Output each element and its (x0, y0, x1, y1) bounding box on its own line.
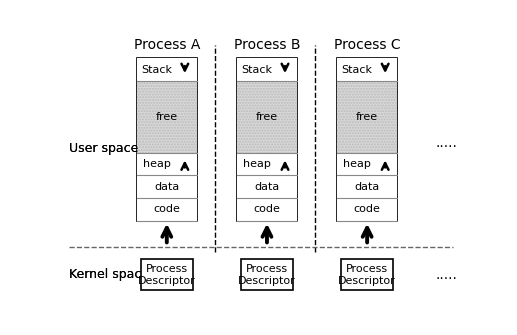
Bar (237, 58, 297, 221)
Bar (136, 81, 197, 152)
Text: Stack: Stack (342, 65, 373, 75)
Bar (337, 198, 397, 221)
Bar (141, 259, 193, 290)
Bar (337, 58, 397, 221)
Bar (341, 259, 393, 290)
Bar (337, 81, 397, 152)
Text: Process
Descriptor: Process Descriptor (138, 264, 195, 286)
Text: data: data (154, 182, 179, 192)
Text: .....: ..... (435, 268, 457, 282)
Text: heap: heap (343, 159, 371, 169)
Bar (237, 175, 297, 198)
Bar (136, 175, 197, 198)
Bar (136, 152, 197, 175)
Text: User space: User space (69, 142, 138, 155)
Bar (237, 81, 297, 152)
Bar (237, 152, 297, 175)
Bar (237, 198, 297, 221)
Text: Process A: Process A (133, 38, 200, 52)
Bar (241, 259, 293, 290)
Text: Process B: Process B (234, 38, 300, 52)
Bar (136, 81, 197, 152)
Bar (337, 152, 397, 175)
Text: Stack: Stack (141, 65, 172, 75)
Text: code: code (154, 204, 180, 214)
Text: Process C: Process C (334, 38, 401, 52)
Bar (337, 175, 397, 198)
Text: code: code (354, 204, 381, 214)
Text: Kernel space: Kernel space (69, 268, 149, 281)
Text: Process
Descriptor: Process Descriptor (238, 264, 296, 286)
Bar (237, 58, 297, 81)
Bar (136, 58, 197, 221)
Text: .....: ..... (435, 136, 457, 150)
Text: heap: heap (143, 159, 171, 169)
Text: free: free (356, 112, 378, 122)
Text: Stack: Stack (241, 65, 272, 75)
Bar (337, 58, 397, 81)
Bar (237, 81, 297, 152)
Bar (136, 198, 197, 221)
Text: Kernel space: Kernel space (69, 268, 149, 281)
Text: free: free (256, 112, 278, 122)
Text: heap: heap (243, 159, 271, 169)
Text: data: data (254, 182, 280, 192)
Text: Process
Descriptor: Process Descriptor (338, 264, 396, 286)
Text: free: free (156, 112, 178, 122)
Bar (337, 81, 397, 152)
Text: data: data (355, 182, 380, 192)
Text: code: code (253, 204, 280, 214)
Text: User space: User space (69, 142, 138, 155)
Bar (136, 58, 197, 81)
